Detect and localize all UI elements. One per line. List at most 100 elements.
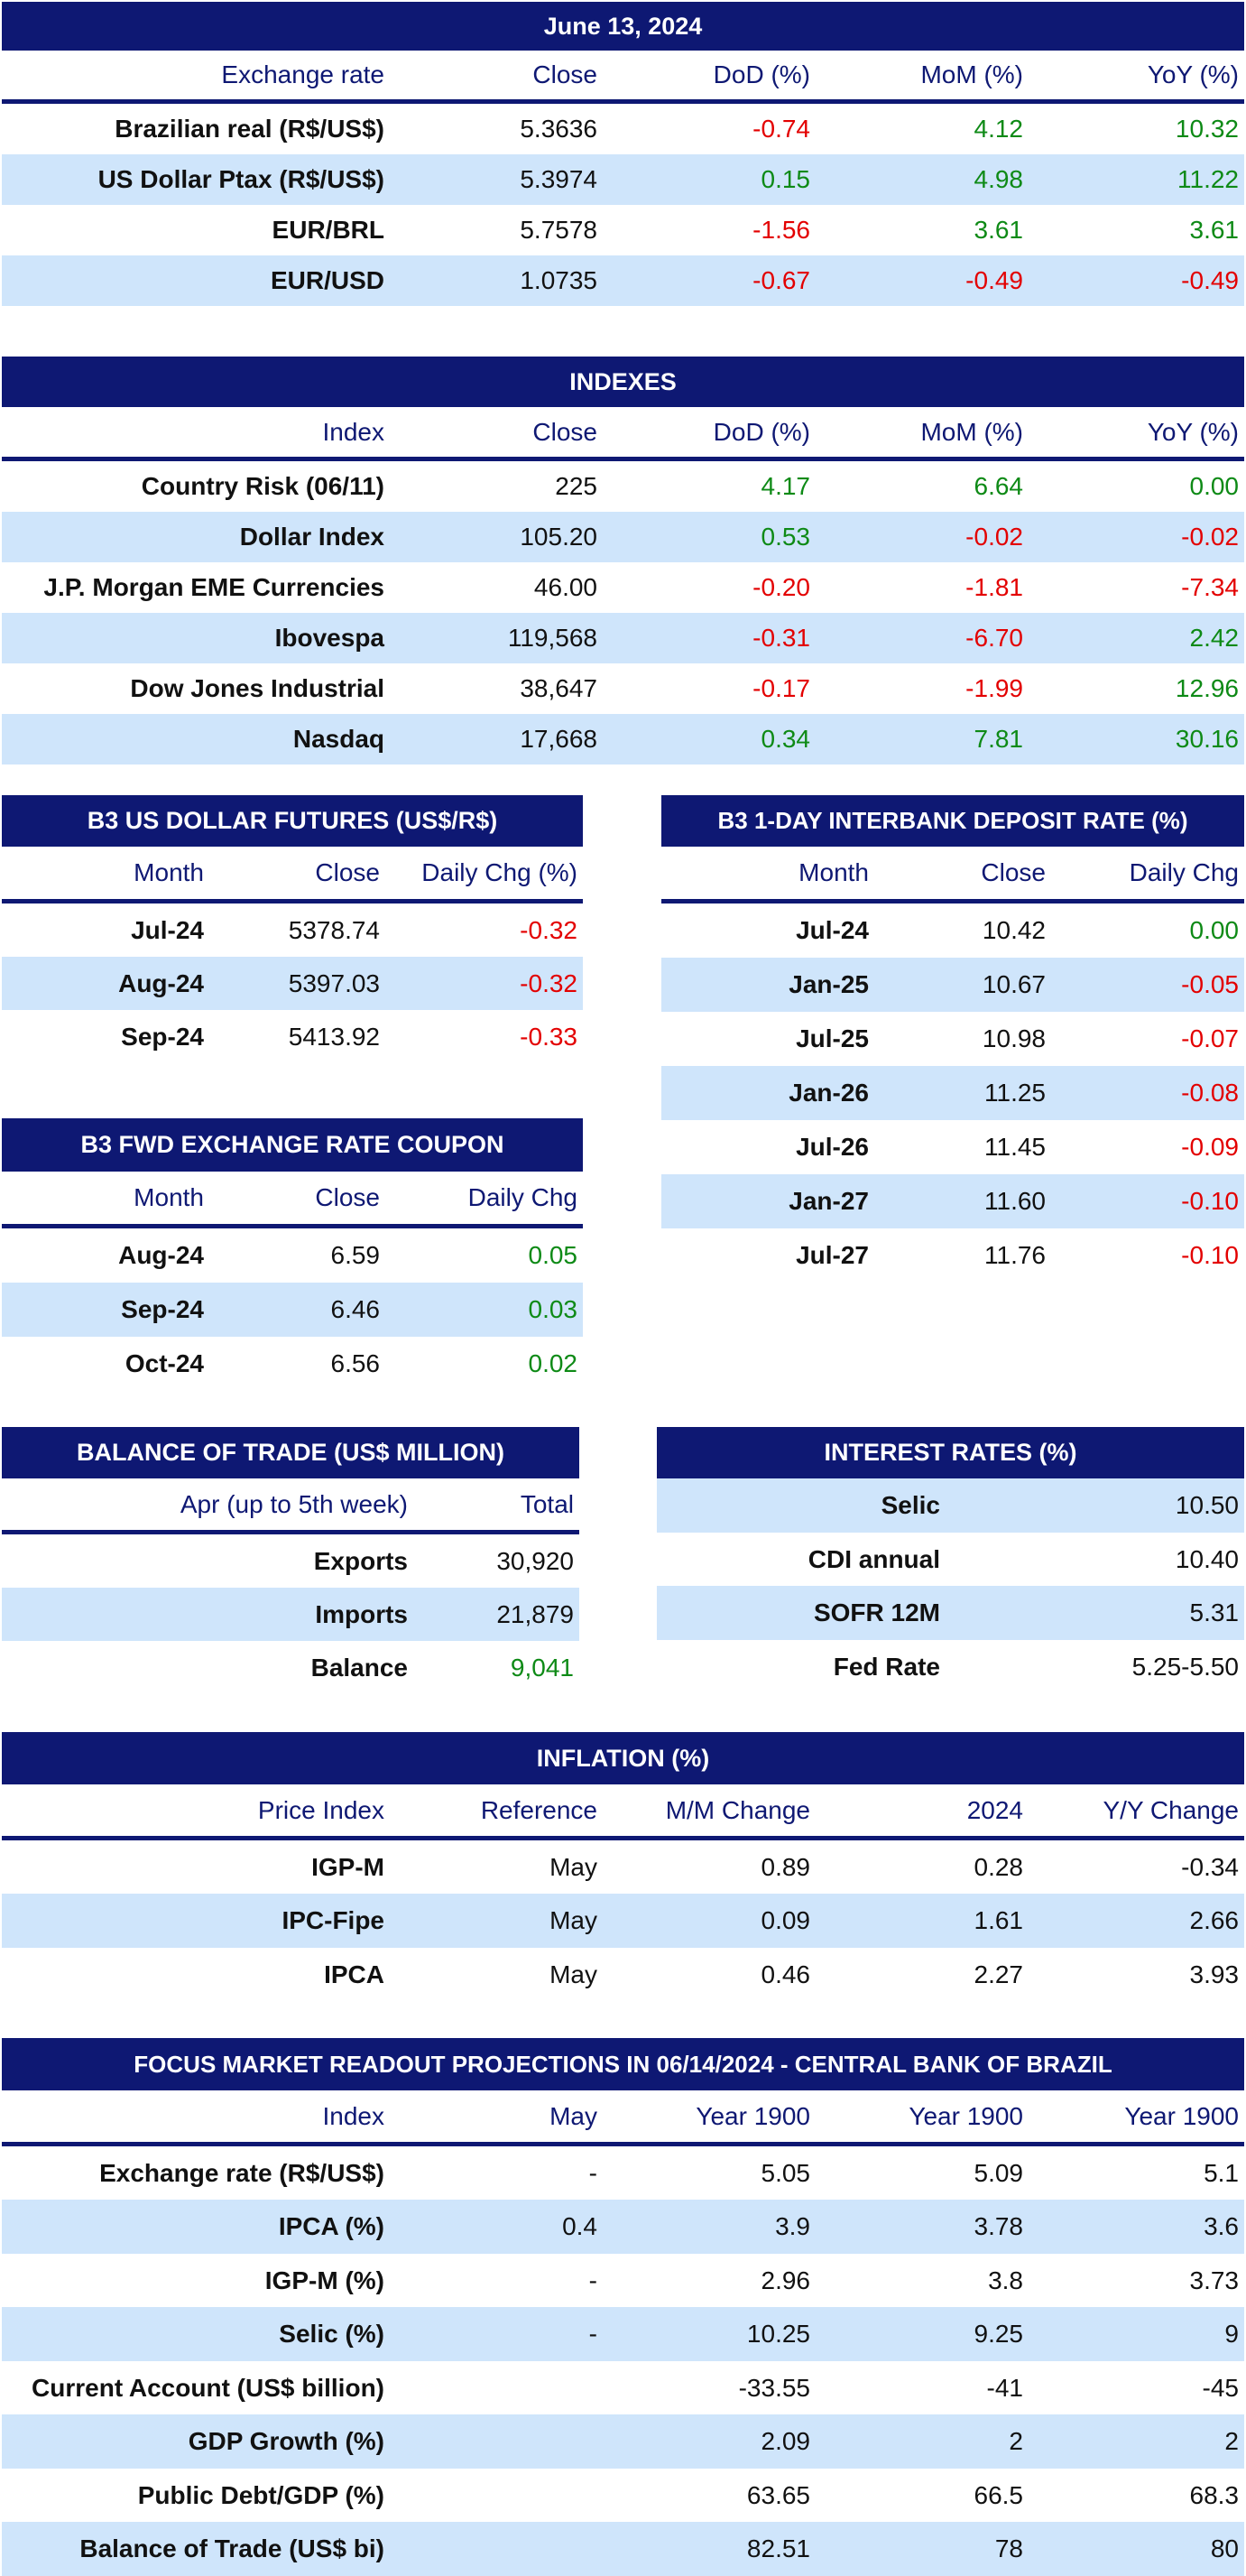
year-1-value: -33.55 bbox=[738, 2373, 810, 2402]
dod-value: -0.20 bbox=[752, 573, 810, 601]
table-row: Balance of Trade (US$ bi) 82.51 78 80 bbox=[2, 2522, 1244, 2576]
table-row: Dow Jones Industrial 38,647 -0.17 -1.99 … bbox=[2, 663, 1244, 714]
focus-projections-table: FOCUS MARKET READOUT PROJECTIONS IN 06/1… bbox=[2, 2038, 1244, 2576]
dod-value: 0.34 bbox=[761, 725, 811, 753]
mom-value: 6.64 bbox=[974, 472, 1024, 500]
year-1-value: 10.25 bbox=[746, 2320, 810, 2348]
close-value: 5.3636 bbox=[520, 115, 597, 143]
year-1-value: 5.05 bbox=[761, 2158, 811, 2187]
close-value: 1.0735 bbox=[520, 266, 597, 294]
year-3-value: 2 bbox=[1224, 2427, 1239, 2455]
daily-chg-value: -0.07 bbox=[1181, 1024, 1239, 1052]
close-value: 17,668 bbox=[520, 725, 597, 753]
row-label: EUR/USD bbox=[270, 266, 384, 294]
col-yy-change: Y/Y Change bbox=[1103, 1795, 1240, 1824]
indexes-column-headers: Index Close DoD (%) MoM (%) YoY (%) bbox=[2, 407, 1244, 461]
month: Jul-26 bbox=[796, 1133, 869, 1161]
row-label: EUR/BRL bbox=[272, 216, 384, 244]
col-daily-chg: Daily Chg bbox=[467, 1183, 577, 1211]
inflation-table: INFLATION (%) Price Index Reference M/M … bbox=[2, 1732, 1244, 2001]
table-row: Jan-25 10.67 -0.05 bbox=[661, 958, 1244, 1012]
year-2-value: 5.09 bbox=[974, 2158, 1024, 2187]
year-3-value: 3.73 bbox=[1189, 2266, 1240, 2294]
dod-value: -0.31 bbox=[752, 624, 810, 652]
col-close: Close bbox=[315, 858, 380, 886]
table-row: Oct-24 6.56 0.02 bbox=[2, 1337, 583, 1391]
table-row: Current Account (US$ billion) -33.55 -41… bbox=[2, 2361, 1244, 2414]
table-row: EUR/USD 1.0735 -0.67 -0.49 -0.49 bbox=[2, 255, 1244, 306]
table-row: Dollar Index 105.20 0.53 -0.02 -0.02 bbox=[2, 512, 1244, 562]
dod-value: 0.53 bbox=[761, 523, 811, 551]
close-value: 6.46 bbox=[330, 1295, 381, 1323]
month: Sep-24 bbox=[121, 1295, 204, 1323]
yoy-value: 3.61 bbox=[1189, 216, 1240, 244]
yy-change-value: -0.34 bbox=[1181, 1852, 1239, 1881]
col-2024: 2024 bbox=[966, 1795, 1023, 1824]
indexes-table: INDEXES Index Close DoD (%) MoM (%) YoY … bbox=[2, 357, 1244, 764]
row-label: Balance bbox=[310, 1653, 408, 1682]
rate-value: 5.31 bbox=[1189, 1598, 1240, 1626]
col-close: Close bbox=[981, 858, 1046, 886]
row-label: J.P. Morgan EME Currencies bbox=[43, 573, 384, 601]
row-label: Exchange rate (R$/US$) bbox=[99, 2158, 384, 2187]
di-rate-table: B3 1-DAY INTERBANK DEPOSIT RATE (%) Mont… bbox=[661, 795, 1244, 1283]
daily-chg-value: 0.00 bbox=[1189, 916, 1240, 944]
col-dod: DoD (%) bbox=[713, 417, 810, 446]
col-mom: MoM (%) bbox=[920, 60, 1023, 88]
year-3-value: 68.3 bbox=[1189, 2480, 1240, 2509]
row-label: GDP Growth (%) bbox=[188, 2427, 384, 2455]
col-daily-chg: Daily Chg (%) bbox=[421, 858, 577, 886]
table-row: SOFR 12M 5.31 bbox=[657, 1586, 1244, 1640]
table-row: Jul-24 5378.74 -0.32 bbox=[2, 903, 583, 957]
row-label: Ibovespa bbox=[274, 624, 384, 652]
year-2-value: 3.78 bbox=[974, 2212, 1024, 2240]
yoy-value: -0.49 bbox=[1181, 266, 1239, 294]
row-label: IPCA (%) bbox=[278, 2212, 384, 2240]
balance-of-trade-table: BALANCE OF TRADE (US$ MILLION) Apr (up t… bbox=[2, 1427, 579, 1694]
col-yoy: YoY (%) bbox=[1147, 60, 1239, 88]
month: Jul-24 bbox=[131, 915, 204, 944]
fwd-coupon-header: B3 FWD EXCHANGE RATE COUPON bbox=[2, 1118, 583, 1172]
exchange-rate-table: June 13, 2024 Exchange rate Close DoD (%… bbox=[2, 2, 1244, 306]
table-row: IGP-M (%) - 2.96 3.8 3.73 bbox=[2, 2254, 1244, 2307]
table-row: IGP-M May 0.89 0.28 -0.34 bbox=[2, 1840, 1244, 1894]
balance-of-trade-column-headers: Apr (up to 5th week) Total bbox=[2, 1478, 579, 1534]
mom-value: -0.49 bbox=[965, 266, 1023, 294]
col-month: Month bbox=[798, 858, 869, 886]
row-label: Country Risk (06/11) bbox=[141, 472, 384, 500]
row-label: Imports bbox=[315, 1599, 408, 1628]
row-label: CDI annual bbox=[808, 1544, 940, 1573]
col-month: Month bbox=[134, 1183, 204, 1211]
total-value: 9,041 bbox=[510, 1653, 574, 1682]
rate-value: 10.40 bbox=[1175, 1544, 1239, 1573]
col-year-1: Year 1900 bbox=[696, 2101, 810, 2130]
table-row: Jul-27 11.76 -0.10 bbox=[661, 1228, 1244, 1283]
year-3-value: 80 bbox=[1210, 2534, 1239, 2562]
total-value: 30,920 bbox=[496, 1546, 574, 1575]
col-year-3: Year 1900 bbox=[1124, 2101, 1239, 2130]
table-row: Imports 21,879 bbox=[2, 1588, 579, 1641]
may-value: - bbox=[588, 2320, 597, 2348]
close-value: 11.45 bbox=[984, 1133, 1046, 1161]
mom-value: -1.99 bbox=[965, 674, 1023, 702]
daily-chg-value: -0.10 bbox=[1181, 1187, 1239, 1215]
usd-futures-table: B3 US DOLLAR FUTURES (US$/R$) Month Clos… bbox=[2, 795, 583, 1063]
table-row: Aug-24 6.59 0.05 bbox=[2, 1228, 583, 1283]
col-may: May bbox=[549, 2101, 597, 2130]
row-label: IGP-M (%) bbox=[264, 2266, 384, 2294]
dod-value: -0.67 bbox=[752, 266, 810, 294]
month: Jan-25 bbox=[789, 970, 869, 998]
yoy-value: 30.16 bbox=[1175, 725, 1239, 753]
dod-value: -0.17 bbox=[752, 674, 810, 702]
col-year-2: Year 1900 bbox=[909, 2101, 1023, 2130]
table-row: Jul-25 10.98 -0.07 bbox=[661, 1012, 1244, 1066]
inflation-header: INFLATION (%) bbox=[2, 1732, 1244, 1784]
col-dod: DoD (%) bbox=[713, 60, 810, 88]
close-value: 10.98 bbox=[982, 1024, 1046, 1052]
fwd-coupon-column-headers: Month Close Daily Chg bbox=[2, 1172, 583, 1228]
mom-value: -0.02 bbox=[965, 523, 1023, 551]
year-2-value: 3.8 bbox=[988, 2266, 1023, 2294]
di-rate-header: B3 1-DAY INTERBANK DEPOSIT RATE (%) bbox=[661, 795, 1244, 847]
table-row: Jan-26 11.25 -0.08 bbox=[661, 1066, 1244, 1120]
year-3-value: -45 bbox=[1202, 2373, 1239, 2402]
